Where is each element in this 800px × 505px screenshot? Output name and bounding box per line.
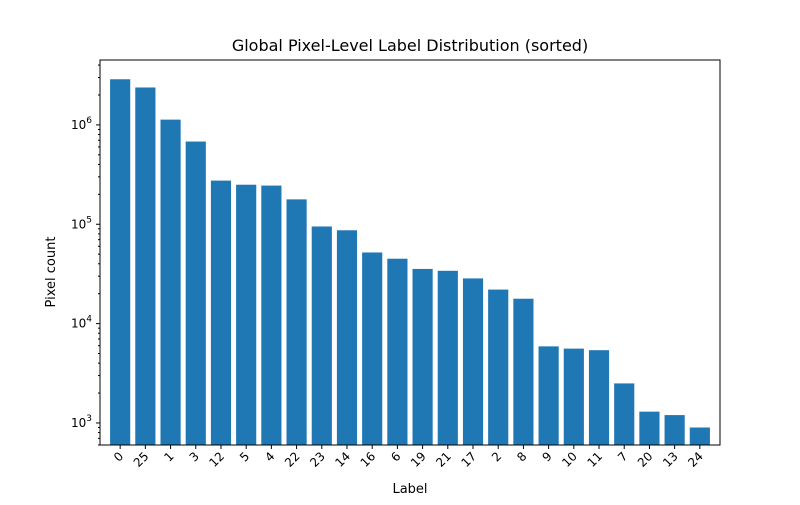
bar-7 (614, 383, 635, 445)
x-tick-label: 1 (161, 449, 176, 464)
bar-17 (462, 278, 484, 445)
x-tick-label: 2 (489, 449, 504, 464)
x-tick-label: 8 (514, 449, 529, 464)
y-tick-label: 104 (71, 315, 92, 331)
chart-title: Global Pixel-Level Label Distribution (s… (232, 36, 588, 55)
y-ticks-group: 103 104 105 106 (71, 64, 100, 446)
x-tick-label: 21 (433, 449, 454, 470)
x-tick-label: 5 (237, 449, 252, 464)
bar-6 (387, 258, 408, 445)
bar-13 (664, 415, 685, 445)
x-tick-label: 6 (388, 449, 403, 464)
x-tick-label: 9 (539, 449, 554, 464)
y-tick-label: 105 (71, 215, 92, 231)
x-tick-label: 14 (332, 449, 353, 470)
x-tick-label: 13 (660, 449, 681, 470)
x-tick-label: 22 (282, 449, 303, 470)
bar-11 (588, 350, 610, 445)
bar-25 (135, 87, 156, 445)
plot-area-frame (99, 59, 721, 446)
bar-9 (538, 346, 559, 445)
x-tick-label: 16 (358, 449, 379, 470)
bar-5 (236, 184, 257, 445)
bar-2 (488, 289, 509, 445)
x-tick-label: 7 (615, 449, 630, 464)
y-tick-label: 103 (71, 414, 92, 430)
bar-1 (160, 119, 181, 445)
y-tick-label: 106 (71, 116, 92, 132)
x-tick-label: 3 (187, 449, 202, 464)
x-tick-label: 19 (408, 449, 429, 470)
x-tick-label: 4 (262, 449, 277, 464)
bar-14 (336, 230, 358, 445)
bar-16 (362, 252, 383, 445)
bar-23 (311, 226, 332, 445)
bar-24 (689, 427, 710, 445)
x-ticks-group: 0 25 1 3 12 5 4 22 23 14 16 6 19 21 17 2 8 9 10 11 7 20 13 24 (111, 445, 706, 470)
bar-12 (210, 180, 232, 445)
x-tick-label: 11 (584, 449, 605, 470)
bar-19 (412, 268, 433, 445)
bar-3 (185, 141, 206, 446)
x-tick-label: 12 (206, 449, 227, 470)
bar-20 (639, 411, 660, 445)
bar-22 (286, 199, 307, 445)
x-tick-label: 17 (458, 449, 479, 470)
x-tick-label: 23 (307, 449, 328, 470)
bars-group (110, 79, 710, 446)
x-tick-label: 25 (131, 449, 152, 470)
x-tick-label: 24 (685, 449, 706, 470)
y-axis-label: Pixel count (44, 237, 59, 308)
x-axis-label: Label (392, 482, 427, 497)
x-tick-label: 10 (559, 449, 580, 470)
bar-4 (261, 185, 282, 445)
x-tick-label: 0 (111, 449, 126, 464)
x-tick-label: 20 (635, 449, 656, 470)
bar-21 (437, 270, 458, 445)
bar-8 (513, 298, 534, 445)
bar-10 (563, 348, 584, 445)
bar-0 (110, 79, 131, 445)
